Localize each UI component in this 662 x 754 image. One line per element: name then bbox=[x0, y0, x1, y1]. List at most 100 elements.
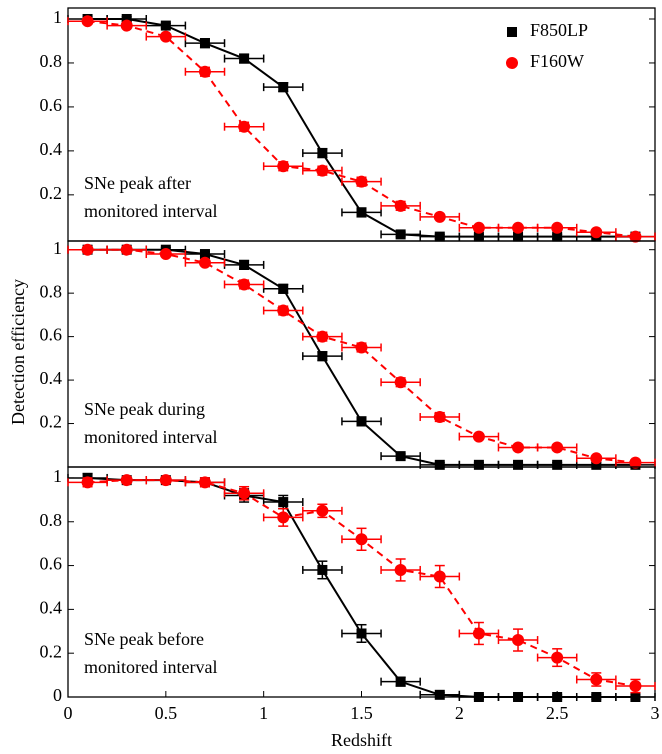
marker bbox=[590, 226, 603, 239]
marker bbox=[239, 259, 250, 270]
marker bbox=[198, 256, 211, 269]
marker bbox=[317, 148, 328, 159]
marker bbox=[81, 476, 94, 489]
marker bbox=[355, 175, 368, 188]
marker bbox=[317, 351, 328, 362]
annotation: SNe peak after bbox=[84, 173, 191, 193]
marker bbox=[355, 341, 368, 354]
y-tick-label: 0.6 bbox=[40, 95, 63, 115]
marker bbox=[552, 231, 563, 242]
y-tick-label: 0.4 bbox=[40, 139, 63, 159]
annotation: monitored interval bbox=[84, 201, 217, 221]
marker bbox=[513, 459, 524, 470]
marker bbox=[238, 120, 251, 133]
marker bbox=[552, 459, 563, 470]
marker bbox=[356, 416, 367, 427]
x-tick-label: 1.5 bbox=[350, 703, 373, 723]
marker bbox=[513, 231, 524, 242]
y-tick-label: 0.2 bbox=[40, 412, 63, 432]
marker bbox=[199, 38, 210, 49]
marker bbox=[394, 199, 407, 212]
x-tick-label: 0.5 bbox=[155, 703, 178, 723]
marker bbox=[121, 13, 132, 24]
marker bbox=[277, 160, 290, 173]
marker bbox=[120, 19, 133, 32]
marker bbox=[513, 692, 524, 702]
marker bbox=[199, 249, 210, 260]
marker bbox=[81, 243, 94, 256]
marker bbox=[317, 564, 328, 575]
y-tick-label: 1 bbox=[53, 238, 62, 258]
legend-marker bbox=[506, 57, 518, 69]
marker bbox=[159, 30, 172, 43]
marker bbox=[238, 487, 251, 500]
marker bbox=[434, 459, 445, 470]
marker bbox=[590, 452, 603, 465]
marker bbox=[472, 221, 485, 234]
marker bbox=[433, 570, 446, 583]
marker bbox=[591, 692, 602, 702]
marker bbox=[394, 376, 407, 389]
marker bbox=[512, 441, 525, 454]
marker bbox=[316, 504, 329, 517]
marker bbox=[590, 673, 603, 686]
x-tick-label: 2.5 bbox=[546, 703, 569, 723]
annotation: monitored interval bbox=[84, 657, 217, 677]
x-tick-label: 2 bbox=[455, 703, 464, 723]
x-tick-label: 0 bbox=[64, 703, 73, 723]
y-tick-label: 0.6 bbox=[40, 554, 63, 574]
marker bbox=[473, 692, 484, 702]
marker bbox=[356, 628, 367, 639]
marker bbox=[278, 497, 289, 508]
marker bbox=[394, 563, 407, 576]
legend-marker bbox=[507, 27, 517, 37]
marker bbox=[120, 243, 133, 256]
y-tick-label: 0.8 bbox=[40, 510, 63, 530]
x-tick-label: 1 bbox=[259, 703, 268, 723]
marker bbox=[551, 651, 564, 664]
marker bbox=[198, 65, 211, 78]
marker bbox=[433, 210, 446, 223]
marker bbox=[278, 283, 289, 294]
y-tick-label: 1 bbox=[53, 466, 62, 486]
marker bbox=[238, 278, 251, 291]
y-tick-label: 0.2 bbox=[40, 641, 63, 661]
marker bbox=[591, 459, 602, 470]
marker bbox=[395, 676, 406, 687]
marker bbox=[433, 411, 446, 424]
marker bbox=[120, 474, 133, 487]
y-tick-label: 0.8 bbox=[40, 51, 63, 71]
marker bbox=[278, 82, 289, 93]
y-tick-label: 0.2 bbox=[40, 183, 63, 203]
marker bbox=[512, 221, 525, 234]
marker bbox=[551, 221, 564, 234]
annotation: SNe peak before bbox=[84, 629, 204, 649]
marker bbox=[629, 456, 642, 469]
marker bbox=[472, 430, 485, 443]
marker bbox=[434, 231, 445, 242]
marker bbox=[277, 304, 290, 317]
x-tick-label: 3 bbox=[651, 703, 660, 723]
marker bbox=[434, 689, 445, 700]
marker bbox=[159, 474, 172, 487]
marker bbox=[159, 248, 172, 261]
marker bbox=[277, 511, 290, 524]
y-axis-label: Detection efficiency bbox=[8, 279, 28, 425]
marker bbox=[629, 680, 642, 693]
legend-label: F850LP bbox=[530, 20, 588, 40]
marker bbox=[395, 451, 406, 462]
marker bbox=[395, 229, 406, 240]
y-tick-label: 0 bbox=[53, 685, 62, 705]
x-axis-label: Redshift bbox=[331, 730, 392, 750]
y-tick-label: 0.4 bbox=[40, 598, 63, 618]
annotation: monitored interval bbox=[84, 427, 217, 447]
marker bbox=[316, 330, 329, 343]
marker bbox=[473, 231, 484, 242]
marker bbox=[552, 692, 563, 702]
legend-label: F160W bbox=[530, 51, 584, 71]
marker bbox=[316, 164, 329, 177]
marker bbox=[551, 441, 564, 454]
marker bbox=[630, 692, 641, 702]
marker bbox=[472, 627, 485, 640]
